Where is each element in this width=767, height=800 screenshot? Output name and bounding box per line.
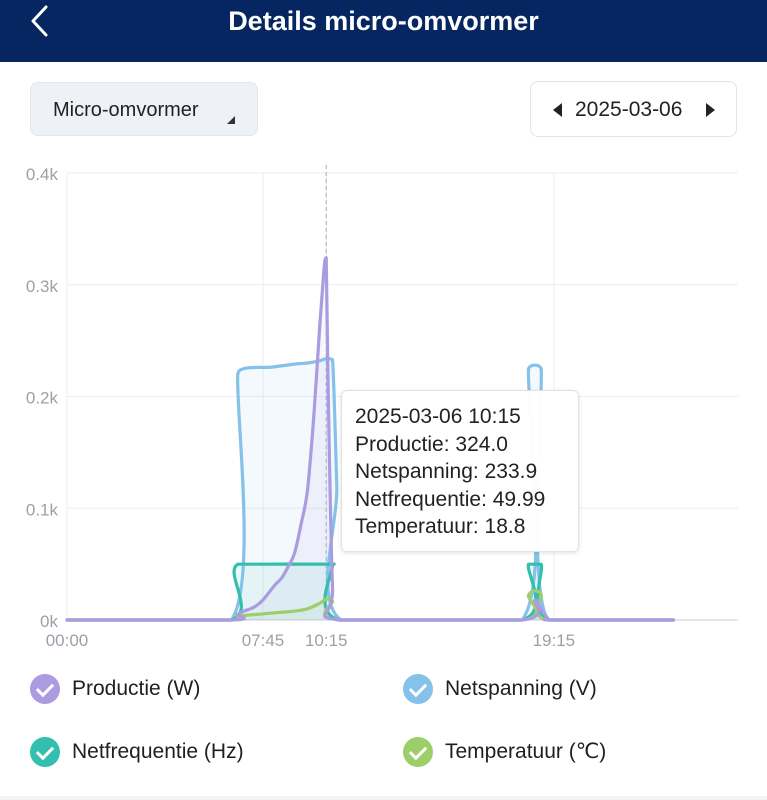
x-tick-label: 10:15 — [305, 631, 348, 650]
device-selector-label: Micro-omvormer — [53, 99, 199, 121]
caret-down-icon — [227, 116, 235, 124]
chevron-left-icon — [31, 5, 48, 37]
check-circle-icon — [403, 737, 433, 767]
device-selector[interactable]: Micro-omvormer — [30, 82, 258, 136]
date-picker: 2025-03-06 — [530, 81, 737, 137]
series-line-3 — [65, 589, 676, 622]
y-tick-label: 0.4k — [26, 165, 59, 184]
next-date-button[interactable] — [701, 101, 719, 119]
date-value[interactable]: 2025-03-06 — [575, 98, 683, 121]
series-line-1 — [65, 357, 676, 622]
page-title: Details micro-omvormer — [228, 6, 539, 36]
tooltip-netspanning: Netspanning: 233.9 — [355, 460, 538, 483]
tooltip-time: 2025-03-06 10:15 — [355, 405, 521, 428]
series-line-2 — [65, 562, 676, 622]
series-line-0 — [65, 256, 676, 622]
legend-label-netfrequentie: Netfrequentie (Hz) — [72, 740, 244, 763]
series-area-3 — [67, 590, 674, 620]
legend-label-temperatuur: Temperatuur (℃) — [445, 740, 607, 763]
tooltip-temperatuur: Temperatuur: 18.8 — [355, 515, 526, 538]
series-area-2 — [67, 564, 674, 620]
check-circle-icon — [403, 674, 433, 704]
back-button[interactable] — [22, 2, 62, 42]
line-chart[interactable]: 0k 0.1k 0.2k 0.3k 0.4k 00:00 07:45 10:15 19:15 — [0, 150, 767, 660]
chart-lines — [65, 256, 676, 622]
x-tick-label: 19:15 — [533, 631, 576, 650]
y-tick-label: 0.3k — [26, 277, 59, 296]
x-tick-label: 07:45 — [242, 631, 285, 650]
y-tick-label: 0.1k — [26, 500, 59, 519]
previous-date-button[interactable] — [549, 101, 567, 119]
check-circle-icon — [30, 674, 60, 704]
y-tick-label: 0.2k — [26, 389, 59, 408]
bottom-divider — [0, 796, 767, 800]
tooltip-productie: Productie: 324.0 — [355, 432, 508, 456]
y-tick-label: 0k — [40, 612, 58, 631]
x-tick-label: 00:00 — [46, 631, 89, 650]
tooltip-netfrequentie: Netfrequentie: 49.99 — [355, 487, 546, 511]
chart-tooltip: 2025-03-06 10:15 Productie: 324.0 Netspa… — [341, 390, 579, 552]
app-header: Details micro-omvormer — [0, 0, 767, 62]
chart-ticks: 0k 0.1k 0.2k 0.3k 0.4k 00:00 07:45 10:15 19:15 — [26, 165, 575, 650]
legend-label-netspanning: Netspanning (V) — [445, 677, 597, 700]
check-circle-icon — [30, 737, 60, 767]
legend-label-productie: Productie (W) — [72, 677, 201, 700]
